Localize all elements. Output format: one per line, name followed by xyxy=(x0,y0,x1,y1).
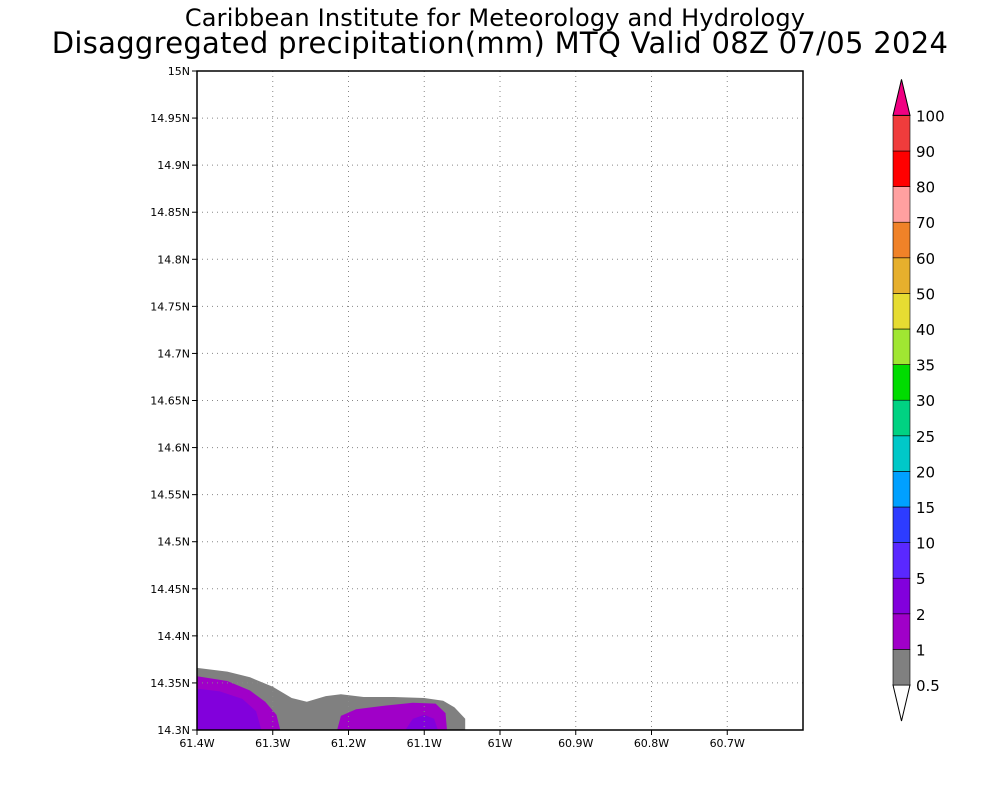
lat-tick-label: 14.45N xyxy=(150,583,190,596)
lat-tick-label: 14.8N xyxy=(157,253,190,266)
colorbar-label: 25 xyxy=(916,428,935,446)
colorbar-label: 20 xyxy=(916,463,935,481)
lon-tick-label: 60.9W xyxy=(558,737,593,750)
lat-tick-label: 14.7N xyxy=(157,347,190,360)
colorbar-swatch xyxy=(892,186,911,223)
colorbar-label: 1 xyxy=(916,641,926,659)
lon-tick-label: 61W xyxy=(488,737,513,750)
lon-tick-label: 61.3W xyxy=(255,737,290,750)
colorbar-label: 40 xyxy=(916,321,935,339)
longitude-axis: 61.4W 61.3W 61.2W 61.1W 61W 60.9W 60.8W 60.7W xyxy=(179,730,745,750)
precip-region-5 xyxy=(405,714,438,730)
colorbar-swatch xyxy=(892,506,911,543)
colorbar-label: 70 xyxy=(916,214,935,232)
colorbar-label: 2 xyxy=(916,606,926,624)
lat-tick-label: 15N xyxy=(168,65,190,78)
chart-title: Caribbean Institute for Meteorology and … xyxy=(184,4,806,32)
colorbar-swatch xyxy=(892,293,911,330)
map-gridlines xyxy=(197,71,803,730)
lon-tick-label: 61.4W xyxy=(179,737,214,750)
lat-tick-label: 14.75N xyxy=(150,300,190,313)
colorbar-label: 100 xyxy=(916,107,945,125)
colorbar-label: 35 xyxy=(916,357,935,375)
colorbar-swatch xyxy=(892,542,911,579)
colorbar-swatch xyxy=(892,328,911,365)
colorbar-swatch xyxy=(892,221,911,259)
precip-region-4 xyxy=(197,688,262,730)
colorbar-swatch xyxy=(892,471,911,508)
colorbar-label: 0.5 xyxy=(916,677,940,695)
lon-tick-label: 60.7W xyxy=(710,737,745,750)
colorbar-swatch xyxy=(892,435,911,472)
colorbar-label: 10 xyxy=(916,535,935,553)
chart-subtitle: Disaggregated precipitation(mm) MTQ Vali… xyxy=(51,26,949,60)
lat-tick-label: 14.55N xyxy=(150,489,190,502)
lat-tick-label: 14.5N xyxy=(157,536,190,549)
colorbar-label: 15 xyxy=(916,499,935,517)
precipitation-fills xyxy=(197,667,466,730)
colorbar-label: 80 xyxy=(916,179,935,197)
lat-tick-label: 14.3N xyxy=(157,724,190,737)
lat-tick-label: 14.6N xyxy=(157,442,190,455)
lat-tick-label: 14.85N xyxy=(150,206,190,219)
colorbar-over-arrow xyxy=(892,79,911,116)
colorbar-label: 30 xyxy=(916,392,935,410)
lat-tick-label: 14.65N xyxy=(150,395,190,408)
colorbar-swatch xyxy=(892,150,911,187)
colorbar-swatch xyxy=(892,399,911,437)
colorbar-swatch xyxy=(892,364,911,401)
colorbar-swatch xyxy=(892,613,911,650)
latitude-axis: 15N 14.95N 14.9N 14.85N 14.8N 14.75N 14.7N 14.6… xyxy=(150,65,197,737)
lat-tick-label: 14.9N xyxy=(157,159,190,172)
colorbar-label: 5 xyxy=(916,570,926,588)
colorbar-swatch xyxy=(892,115,911,152)
lat-tick-label: 14.35N xyxy=(150,677,190,690)
lat-tick-label: 14.4N xyxy=(157,630,190,643)
lat-tick-label: 14.95N xyxy=(150,112,190,125)
colorbar-label: 90 xyxy=(916,143,935,161)
colorbar-swatch xyxy=(892,577,911,615)
colorbar-label: 50 xyxy=(916,285,935,303)
lon-tick-label: 61.1W xyxy=(407,737,442,750)
lon-tick-label: 60.8W xyxy=(634,737,669,750)
colorbar-swatch xyxy=(892,649,911,686)
colorbar-under-arrow xyxy=(892,684,911,722)
lon-tick-label: 61.2W xyxy=(331,737,366,750)
colorbar-label: 60 xyxy=(916,250,935,268)
colorbar-swatch xyxy=(892,257,911,294)
